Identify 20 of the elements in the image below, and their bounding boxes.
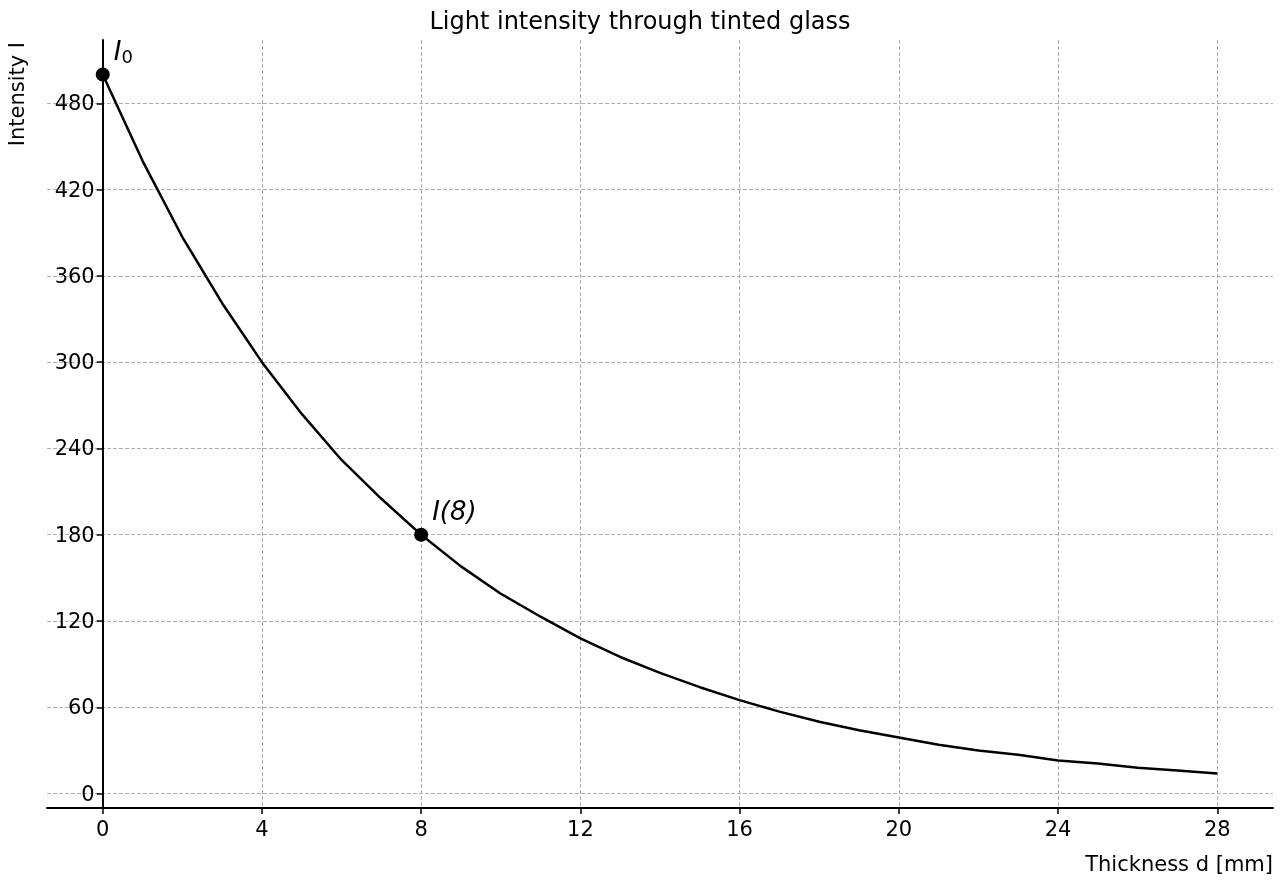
y-tick-label: 300 <box>54 350 95 375</box>
y-tick-label: 180 <box>54 522 95 547</box>
annotation: I(8) <box>432 495 477 526</box>
x-tick-label: 4 <box>255 816 269 841</box>
y-tick-label: 60 <box>67 695 95 720</box>
x-tick-label: 28 <box>1203 816 1231 841</box>
y-tick-label: 480 <box>54 91 95 116</box>
x-axis-title: Thickness d [mm] <box>1084 851 1274 876</box>
chart-title: Light intensity through tinted glass <box>429 7 851 35</box>
x-tick-label: 16 <box>726 816 753 841</box>
y-tick-label: 120 <box>54 609 95 634</box>
x-tick-label: 24 <box>1044 816 1072 841</box>
x-tick-label: 12 <box>567 816 594 841</box>
y-tick-label: 420 <box>54 177 95 202</box>
x-tick-label: 20 <box>885 816 913 841</box>
y-tick-label: 240 <box>54 436 95 461</box>
y-tick-label: 360 <box>54 263 95 288</box>
y-tick-label: 0 <box>81 781 95 806</box>
x-tick-label: 8 <box>414 816 428 841</box>
y-axis-title: Intensity I <box>4 41 29 147</box>
